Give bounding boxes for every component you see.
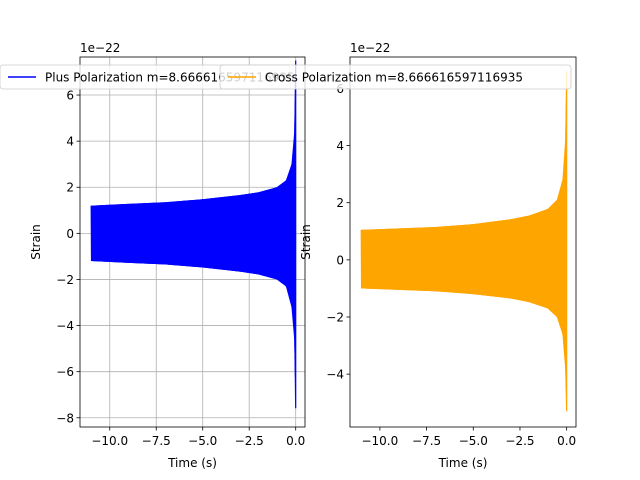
y-tick-label: 6 [66, 89, 74, 103]
series-envelope-fill [361, 71, 567, 412]
x-tick-label: −5.0 [188, 434, 217, 448]
x-axis-label: Time (s) [438, 456, 488, 470]
x-tick-label: 0.0 [286, 434, 305, 448]
y-tick-label: 2 [336, 196, 344, 210]
x-axis-label: Time (s) [167, 456, 217, 470]
x-tick-label: −5.0 [459, 434, 488, 448]
y-axis-label: Strain [29, 224, 43, 260]
axis-offset-text: 1e−22 [80, 41, 120, 55]
y-tick-label: −4 [326, 368, 344, 382]
series-envelope-fill [91, 60, 296, 409]
y-tick-label: −2 [56, 273, 74, 287]
y-tick-label: 4 [336, 139, 344, 153]
x-tick-label: −10.0 [361, 434, 398, 448]
axes-frame [349, 56, 577, 428]
y-tick-label: 2 [66, 181, 74, 195]
legend-box [219, 64, 572, 90]
x-tick-label: −2.5 [235, 434, 264, 448]
y-tick-label: −2 [326, 311, 344, 325]
x-tick-label: −10.0 [91, 434, 128, 448]
axis-offset-text: 1e−22 [350, 41, 390, 55]
y-tick-label: −8 [56, 411, 74, 425]
y-axis-label: Strain [299, 224, 313, 260]
y-tick-label: 4 [66, 135, 74, 149]
y-tick-label: −4 [56, 319, 74, 333]
legend-label: Cross Polarization m=8.666616597116935 [265, 71, 523, 85]
y-tick-label: 0 [66, 227, 74, 241]
x-tick-label: −7.5 [142, 434, 171, 448]
axes-frame [79, 56, 306, 428]
x-tick-label: 0.0 [557, 434, 576, 448]
x-tick-label: −2.5 [505, 434, 534, 448]
y-tick-label: −6 [56, 365, 74, 379]
y-tick-label: 0 [336, 253, 344, 267]
x-tick-label: −7.5 [412, 434, 441, 448]
chart-plus: −10.0 −7.5 −5.0 −2.5 0.0 −8 −6 −4 −2 0 2 4 6 Time (s)… [0, 41, 306, 470]
legend: Cross Polarization m=8.666616597116935 [219, 64, 572, 90]
